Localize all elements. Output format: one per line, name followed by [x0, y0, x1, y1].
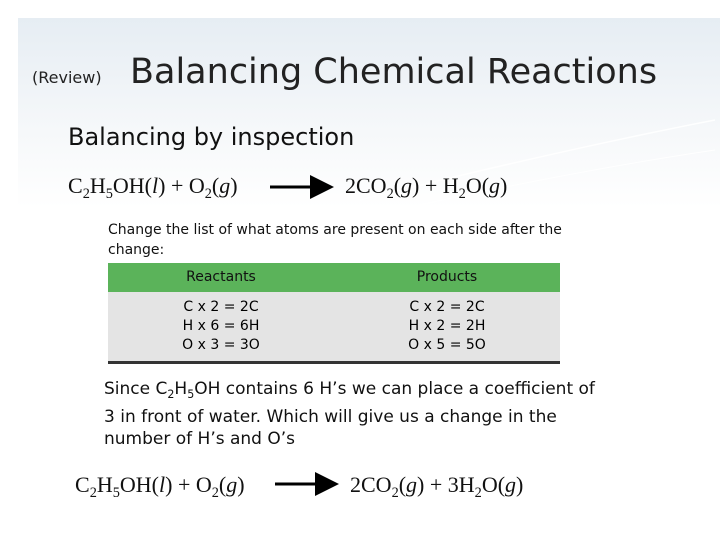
text-run: H [96, 472, 113, 497]
text-run: ( [211, 173, 220, 198]
subscript: 2 [386, 186, 394, 202]
paragraph-line: Since C2H5OH contains 6 H’s we can place… [104, 378, 595, 406]
subscript: 2 [391, 485, 399, 501]
equation-left: C2H5OH(l) + O2(g) [75, 472, 245, 502]
paragraph-line: 3 in front of water. Which will give us … [104, 406, 595, 428]
paragraph: Since C2H5OH contains 6 H’s we can place… [104, 378, 595, 450]
subscript: 2 [474, 485, 482, 501]
subscript: 2 [211, 485, 219, 501]
header-cell: Products [416, 269, 478, 285]
text-run: C [68, 173, 83, 198]
text-run: number of H’s and O’s [104, 428, 296, 449]
italic-text: g [401, 173, 413, 198]
instruction: Change the list of what atoms are presen… [108, 222, 562, 258]
equation-left: C2H5OH(l) + O2(g) [68, 173, 238, 203]
text-run: 2CO [350, 472, 392, 497]
title: Balancing Chemical Reactions [130, 52, 658, 92]
table-cell: C x 2 = 2C [409, 299, 485, 315]
subscript: 2 [167, 387, 175, 401]
paragraph-line: number of H’s and O’s [104, 428, 595, 450]
italic-text: g [219, 173, 231, 198]
text-run: ) + O [165, 472, 212, 497]
subscript: 2 [82, 186, 90, 202]
equation-right: 2CO2(g) + 3H2O(g) [350, 472, 523, 502]
table-body: C x 2 = 2C C x 2 = 2C H x 6 = 6H H x 2 = 2H… [108, 292, 560, 364]
italic-text: g [505, 472, 517, 497]
table: Reactants Products C x 2 = 2C C x 2 = 2C H… [108, 263, 560, 364]
text-run: OH( [112, 173, 152, 198]
text-run: OH( [119, 472, 159, 497]
text-run: O( [465, 173, 490, 198]
table-cell: H x 2 = 2H [408, 318, 486, 334]
text-run: ( [398, 472, 407, 497]
text-run: ) + H [412, 173, 459, 198]
text-run: C [75, 472, 90, 497]
header-cell: Reactants [186, 269, 256, 285]
title-prefix: (Review) [32, 68, 102, 87]
table-header: Reactants Products [108, 263, 560, 292]
text-run: 2CO [345, 173, 387, 198]
text-run: ) [237, 472, 245, 497]
subscript: 5 [112, 485, 120, 501]
subscript: 2 [204, 186, 212, 202]
table-cell: O x 5 = 5O [408, 337, 486, 353]
italic-text: g [226, 472, 238, 497]
italic-text: l [159, 472, 166, 497]
header-band [18, 18, 720, 208]
table-row: C x 2 = 2C C x 2 = 2C [108, 298, 560, 317]
table-row: H x 6 = 6H H x 2 = 2H [108, 317, 560, 336]
text-run: ( [393, 173, 402, 198]
text-run: ) + 3H [417, 472, 475, 497]
text-run: ) + O [158, 173, 205, 198]
italic-text: g [406, 472, 418, 497]
equation-right: 2CO2(g) + H2O(g) [345, 173, 507, 203]
subscript: 2 [89, 485, 97, 501]
text-run: OH contains 6 H’s we can place a coeffic… [194, 379, 595, 399]
table-row: O x 3 = 3O O x 5 = 5O [108, 336, 560, 355]
subscript: 2 [458, 186, 466, 202]
subscript: 5 [187, 387, 195, 401]
italic-text: g [489, 173, 501, 198]
subtitle: Balancing by inspection [68, 123, 355, 151]
text-run: ( [218, 472, 227, 497]
text-run: Since C [104, 379, 168, 399]
text-run: H [89, 173, 106, 198]
subscript: 5 [105, 186, 113, 202]
text-run: ) [230, 173, 238, 198]
table-cell: O x 3 = 3O [182, 337, 260, 353]
table-cell: C x 2 = 2C [183, 299, 259, 315]
italic-text: l [152, 173, 159, 198]
table-cell: H x 6 = 6H [182, 318, 260, 334]
text-run: ) [500, 173, 508, 198]
text-run: H [174, 379, 188, 399]
text-run: ) [516, 472, 524, 497]
text-run: O( [481, 472, 506, 497]
text-run: 3 in front of water. Which will give us … [104, 406, 557, 427]
